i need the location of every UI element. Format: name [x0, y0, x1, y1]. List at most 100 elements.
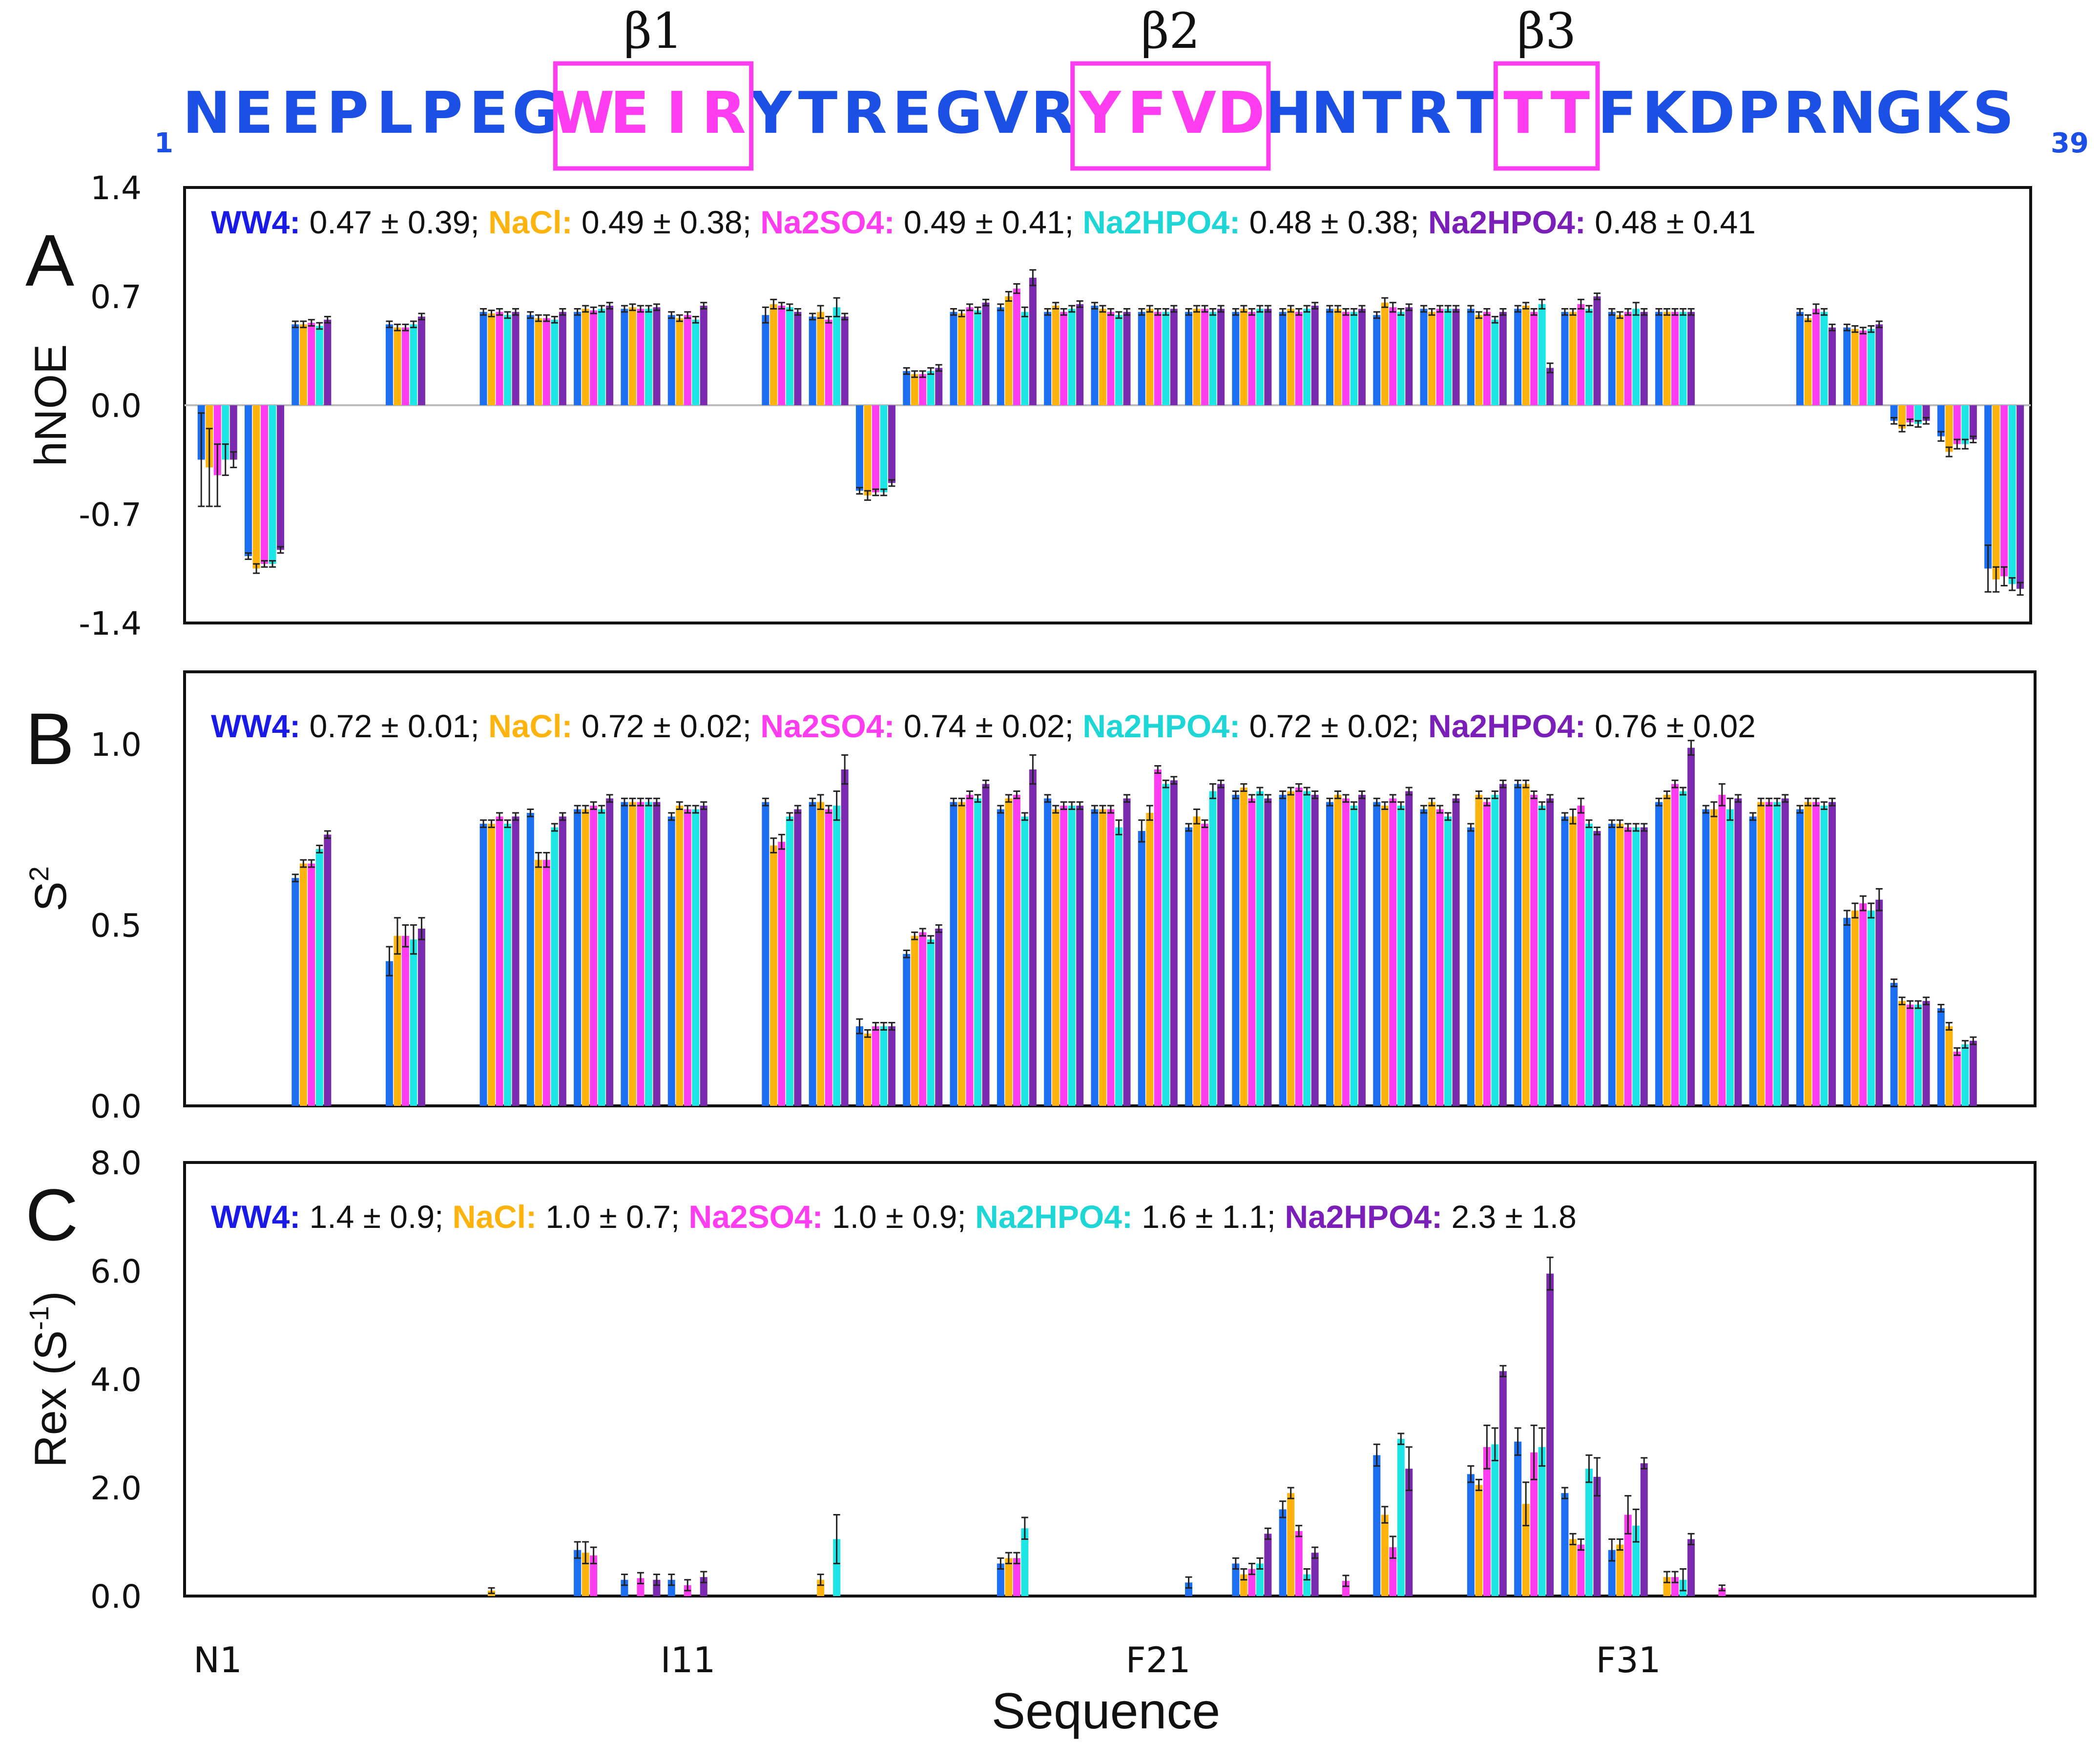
- data-bar: [1264, 309, 1272, 405]
- data-bar: [1875, 899, 1883, 1106]
- y-tick-label: 0.7: [90, 278, 142, 316]
- sequence-residue: E: [234, 79, 273, 146]
- sequence-residue: N: [183, 79, 231, 146]
- summary-value: 0.48 ± 0.38: [1249, 204, 1410, 240]
- data-bar: [1616, 1544, 1624, 1596]
- data-bar: [958, 802, 966, 1106]
- data-bar: [1279, 794, 1287, 1106]
- data-bar: [1671, 784, 1679, 1106]
- data-bar: [935, 368, 943, 405]
- data-bar: [512, 816, 520, 1106]
- data-bar: [526, 315, 534, 405]
- data-bar: [637, 802, 645, 1106]
- data-bar: [1922, 1001, 1930, 1106]
- data-bar: [1013, 289, 1020, 405]
- data-bar: [684, 315, 691, 405]
- data-bar: [1843, 327, 1851, 405]
- summary-sep: ;: [1065, 708, 1083, 744]
- data-bar: [1256, 791, 1264, 1106]
- data-bar: [692, 319, 700, 405]
- sequence-residue: N: [1311, 79, 1359, 146]
- y-tick-label: 8.0: [90, 1144, 142, 1182]
- summary-colon: :: [290, 708, 300, 744]
- summary-value: 0.74 ± 0.02: [904, 708, 1065, 744]
- data-bar: [1624, 1515, 1632, 1596]
- data-bar: [1475, 794, 1483, 1106]
- data-bar: [1593, 296, 1601, 405]
- data-bar: [1937, 405, 1945, 436]
- data-bar: [1702, 809, 1710, 1106]
- data-bar: [1906, 1004, 1914, 1106]
- data-bar: [410, 939, 417, 1106]
- data-bar: [1232, 794, 1240, 1106]
- data-bar: [401, 327, 409, 405]
- summary-sep: ;: [435, 1199, 453, 1235]
- sequence-residue: T: [1551, 79, 1590, 146]
- data-bar: [1170, 309, 1178, 405]
- data-bar: [1483, 802, 1491, 1106]
- y-tick-label: -1.4: [79, 605, 142, 643]
- data-bar: [1068, 806, 1076, 1106]
- sequence-residue: D: [1217, 79, 1265, 146]
- data-bar: [872, 405, 879, 493]
- data-bar: [1287, 309, 1295, 405]
- data-bar: [1937, 1008, 1945, 1106]
- y-tick-label: 4.0: [90, 1361, 142, 1399]
- data-bar: [888, 405, 895, 483]
- summary-series-name: Na2HPO4: [1428, 708, 1575, 744]
- data-bar: [1616, 824, 1624, 1106]
- data-bar: [1428, 802, 1436, 1106]
- data-bar: [982, 784, 990, 1106]
- data-bar: [1240, 788, 1248, 1106]
- data-bar: [1561, 311, 1569, 405]
- data-bar: [841, 769, 849, 1106]
- data-bar: [637, 309, 645, 405]
- data-bar: [1593, 830, 1601, 1106]
- data-bar: [1373, 1455, 1381, 1596]
- summary-colon: :: [290, 204, 300, 240]
- sequence-residue: P: [327, 79, 369, 146]
- data-bar: [1091, 306, 1099, 405]
- data-bar: [645, 309, 652, 405]
- data-bar: [676, 318, 684, 405]
- data-bar: [1663, 311, 1671, 405]
- sequence-residue: K: [1924, 79, 1971, 146]
- data-bar: [1013, 1558, 1020, 1596]
- data-bar: [1538, 806, 1546, 1106]
- data-bar: [855, 405, 863, 491]
- data-bar: [1475, 1485, 1483, 1596]
- data-bar: [299, 324, 307, 405]
- data-bar: [1123, 798, 1131, 1106]
- y-tick-label: 1.4: [90, 169, 142, 207]
- summary-sep: ;: [743, 204, 761, 240]
- summary-gap: [1586, 708, 1595, 744]
- data-bar: [1914, 405, 1922, 424]
- sequence-residue: H: [1264, 79, 1312, 146]
- data-bar: [1240, 309, 1248, 405]
- summary-sep: ;: [957, 1199, 975, 1235]
- strand-box: [1070, 61, 1271, 171]
- data-bar: [1898, 405, 1906, 429]
- data-bar: [1679, 311, 1687, 405]
- summary-value: 0.49 ± 0.38: [582, 204, 743, 240]
- data-bar: [1342, 798, 1350, 1106]
- strand-label: β3: [1517, 2, 1576, 60]
- data-bar: [1561, 816, 1569, 1106]
- data-bar: [1138, 311, 1145, 405]
- data-bar: [1248, 798, 1256, 1106]
- data-bar: [1264, 798, 1272, 1106]
- data-bar: [927, 371, 935, 405]
- summary-value: 0.47 ± 0.39: [310, 204, 471, 240]
- data-bar: [1718, 794, 1726, 1106]
- data-bar: [966, 307, 974, 405]
- x-tick-label: F31: [1596, 1639, 1661, 1681]
- sequence-residue: Y: [749, 79, 792, 146]
- data-bar: [385, 961, 393, 1106]
- data-bar: [1397, 311, 1405, 405]
- data-bar: [1561, 1493, 1569, 1596]
- data-bar: [1358, 309, 1366, 405]
- data-bar: [1029, 277, 1037, 405]
- data-bar: [1569, 1539, 1577, 1596]
- data-bar: [700, 306, 707, 405]
